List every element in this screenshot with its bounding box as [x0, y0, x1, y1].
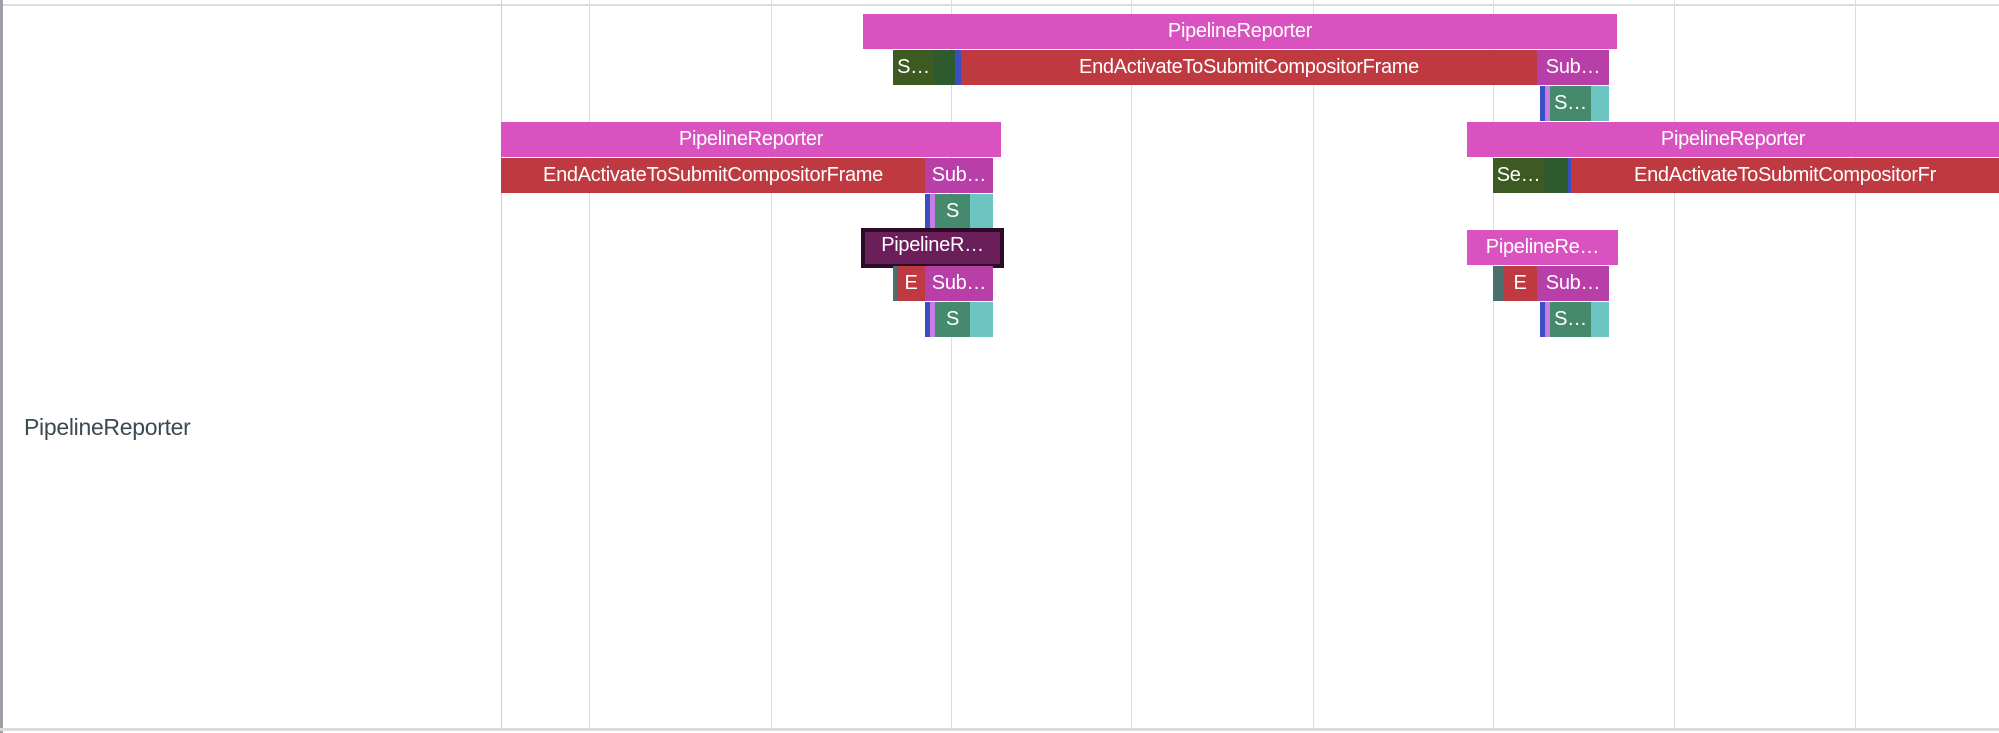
trace-slice[interactable] — [893, 266, 897, 301]
trace-slice[interactable]: Sub… — [925, 158, 993, 193]
grid-line — [1674, 0, 1675, 729]
grid-line — [1493, 0, 1494, 729]
trace-slice[interactable] — [1540, 302, 1545, 337]
trace-slice[interactable] — [970, 302, 993, 337]
grid-line — [1131, 0, 1132, 729]
trace-slice[interactable]: S — [935, 194, 970, 229]
trace-slice[interactable] — [925, 194, 930, 229]
trace-slice[interactable]: PipelineReporter — [501, 122, 1001, 157]
panel-divider[interactable] — [501, 0, 502, 729]
trace-slice[interactable]: S — [935, 302, 970, 337]
selected-slice[interactable]: PipelineR… — [861, 228, 1004, 268]
trace-slice[interactable] — [1545, 86, 1550, 121]
trace-slice[interactable]: Sub… — [925, 266, 993, 301]
trace-slice[interactable] — [1591, 86, 1609, 121]
trace-slice[interactable]: Se… — [1493, 158, 1544, 193]
grid-line — [1313, 0, 1314, 729]
trace-slice[interactable] — [970, 194, 993, 229]
trace-slice[interactable]: E — [897, 266, 925, 301]
trace-slice[interactable]: E — [1503, 266, 1537, 301]
bottom-border — [0, 728, 1999, 731]
grid-line — [1855, 0, 1856, 729]
trace-slice[interactable]: S… — [1550, 302, 1591, 337]
trace-slice[interactable]: S… — [893, 50, 934, 85]
trace-slice[interactable]: Sub… — [1537, 50, 1609, 85]
grid-line — [951, 0, 952, 729]
trace-slice[interactable] — [930, 302, 935, 337]
trace-slice[interactable]: EndActivateToSubmitCompositorFrame — [961, 50, 1537, 85]
trace-slice[interactable] — [1545, 302, 1550, 337]
grid-line — [771, 0, 772, 729]
trace-slice[interactable]: PipelineReporter — [1467, 122, 1999, 157]
trace-slice[interactable]: EndActivateToSubmitCompositorFr — [1571, 158, 1999, 193]
trace-slice[interactable] — [1568, 158, 1571, 193]
grid-line — [589, 0, 590, 729]
trace-slice[interactable]: PipelineRe… — [1467, 230, 1618, 265]
trace-slice[interactable] — [1540, 86, 1545, 121]
trace-slice[interactable] — [1493, 266, 1503, 301]
trace-slice[interactable] — [930, 194, 935, 229]
top-border — [0, 4, 1999, 6]
trace-slice[interactable] — [934, 50, 955, 85]
trace-slice[interactable] — [1591, 302, 1609, 337]
trace-slice[interactable]: S… — [1550, 86, 1591, 121]
left-edge — [0, 0, 3, 733]
trace-slice[interactable]: EndActivateToSubmitCompositorFrame — [501, 158, 925, 193]
track-label[interactable]: PipelineReporter — [24, 414, 191, 440]
trace-slice[interactable] — [1544, 158, 1568, 193]
trace-slice[interactable] — [925, 302, 930, 337]
trace-slice[interactable]: PipelineReporter — [863, 14, 1617, 49]
trace-slice[interactable]: Sub… — [1537, 266, 1609, 301]
trace-slice[interactable] — [955, 50, 961, 85]
